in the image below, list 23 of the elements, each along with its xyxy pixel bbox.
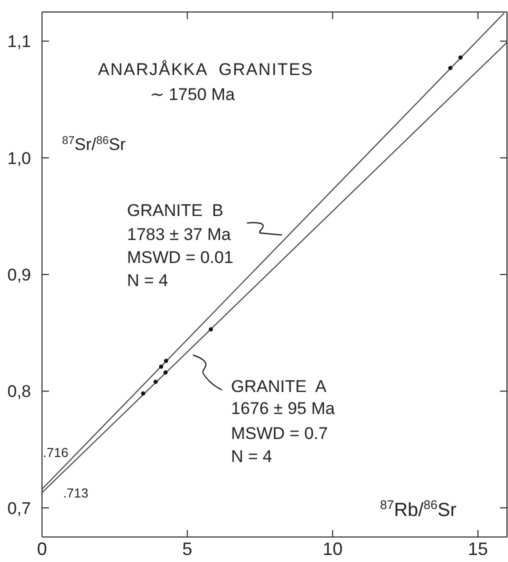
text: ANARJÅKKA GRANITES [98,60,314,79]
x-tick-label: 5 [182,538,192,559]
y-tick-label: 0,8 [7,382,31,402]
y-axis-title: $^{87}$Sr/$^{86}$Sr [62,135,126,154]
y-tick-label: 0,9 [7,266,31,285]
annotation: MSWD = 0.01 [127,248,234,267]
annotation: N = 4 [231,447,272,466]
x-tick-label: 0 [36,538,48,559]
x-tick-label: 15 [468,538,488,559]
y-tick-label: 1,0 [7,148,31,168]
annotation: 1783 ± 37 Ma [127,225,232,244]
annotation: 1676 ± 95 Ma [231,399,336,418]
x-tick-label: 10 [322,538,343,559]
y-tick-label: 0,7 [7,498,31,518]
annotation: .713 [63,486,88,501]
annotation: N = 4 [127,271,168,290]
text: ∼ 1750 Ma [150,85,236,104]
annotation: GRANITE B [127,201,224,220]
annotation: MSWD = 0.7 [231,424,328,443]
x-axis-title: $^{87}$Rb/$^{86}$Sr [380,498,458,521]
annotation: GRANITE A [231,377,328,396]
y-tick-label: 1,1 [7,32,31,52]
annotation: .716 [43,445,68,460]
